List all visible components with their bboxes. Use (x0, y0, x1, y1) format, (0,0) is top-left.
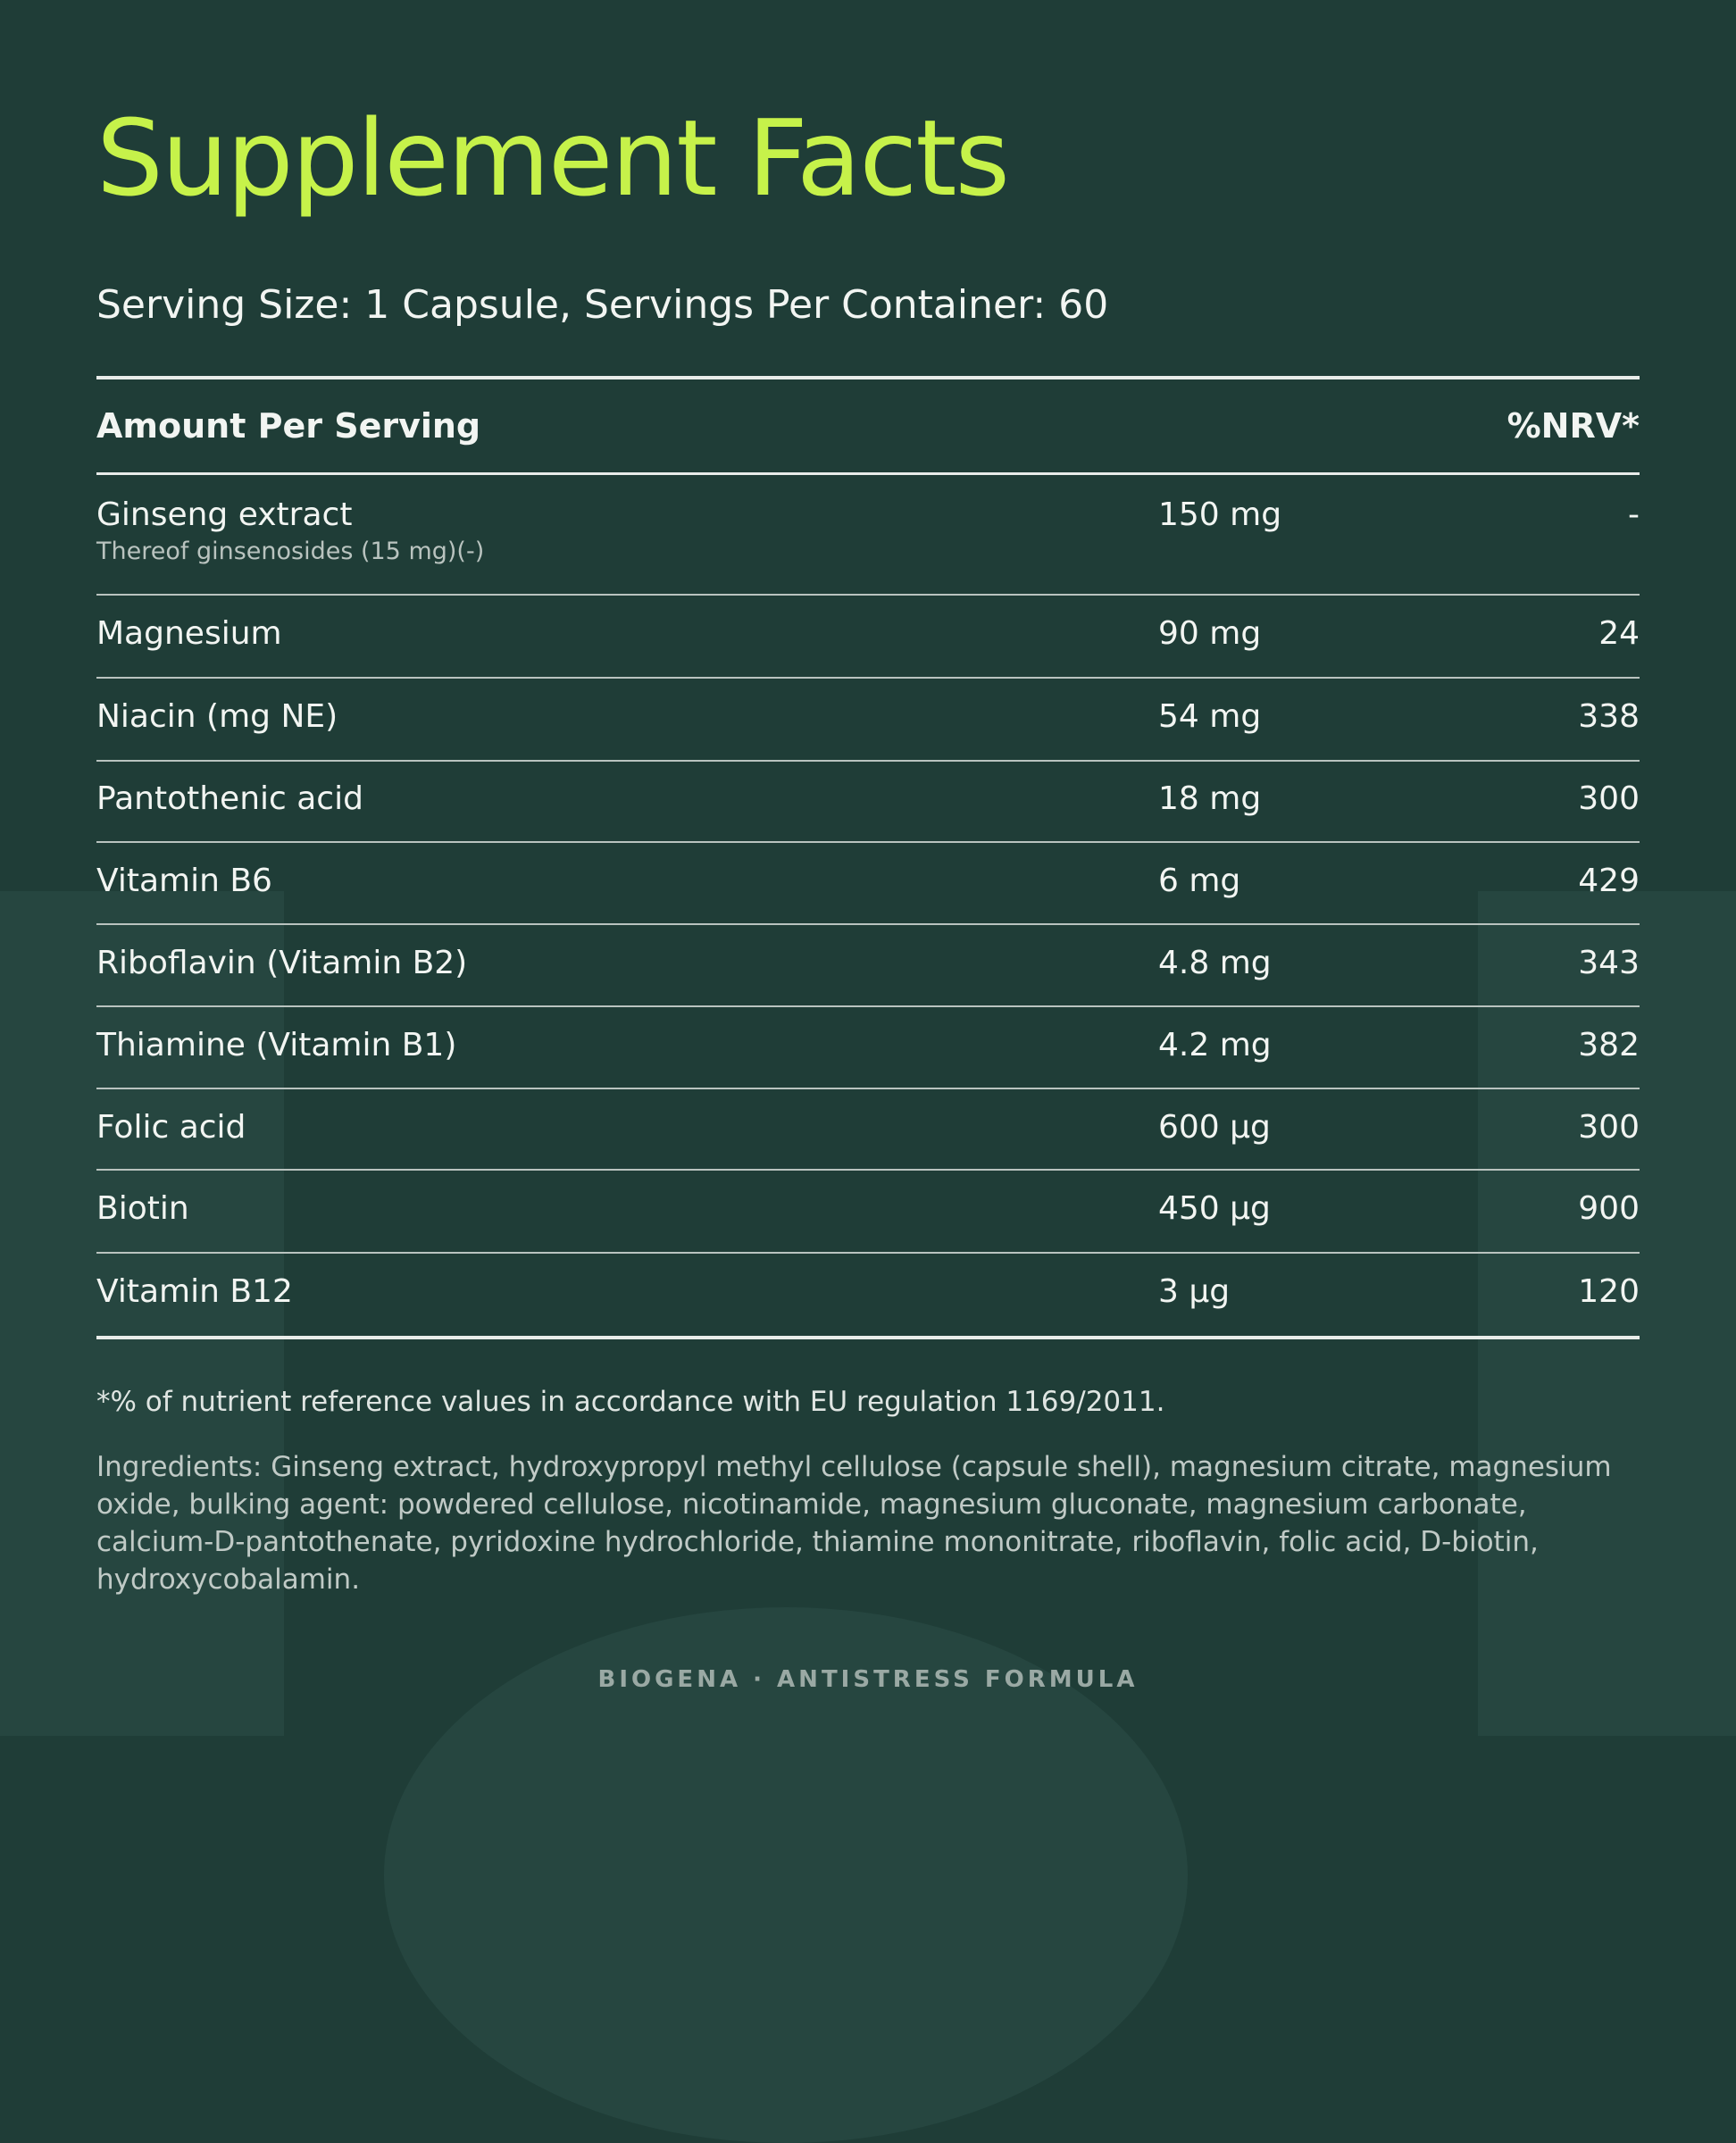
nrv: 300 (1578, 1109, 1640, 1146)
row-divider (96, 1005, 1640, 1007)
nrv: 24 (1598, 615, 1640, 652)
nutrient-name: Vitamin B12 (96, 1273, 293, 1310)
amount: 18 mg (1158, 780, 1262, 817)
nutrient-name: Magnesium (96, 615, 282, 652)
nrv: 382 (1578, 1027, 1640, 1063)
nutrient-name: Ginseng extract (96, 496, 353, 533)
nutrient-name: Riboflavin (Vitamin B2) (96, 945, 468, 981)
nrv: 429 (1578, 863, 1640, 899)
page: Supplement Facts Serving Size: 1 Capsule… (0, 96, 1736, 1736)
nrv: 120 (1578, 1273, 1640, 1310)
serving-info: Serving Size: 1 Capsule, Servings Per Co… (96, 282, 1109, 328)
amount: 6 mg (1158, 863, 1241, 899)
ingredients: Ingredients: Ginseng extract, hydroxypro… (96, 1451, 1612, 1596)
nrv: 300 (1578, 780, 1640, 817)
amount: 450 µg (1158, 1190, 1271, 1227)
amount: 54 mg (1158, 698, 1262, 735)
title: Supplement Facts (96, 96, 1010, 220)
nrv: 343 (1578, 945, 1640, 981)
row-divider (96, 760, 1640, 762)
row-divider (96, 1252, 1640, 1254)
column-header: Amount Per Serving (96, 406, 481, 446)
decor (1478, 891, 1736, 1736)
decor (0, 891, 284, 1736)
rule (96, 472, 1640, 475)
amount: 3 µg (1158, 1273, 1231, 1310)
nutrient-name: Biotin (96, 1190, 189, 1227)
amount: 4.2 mg (1158, 1027, 1272, 1063)
nutrient-name: Pantothenic acid (96, 780, 363, 817)
row-divider (96, 923, 1640, 925)
rule (96, 1336, 1640, 1339)
row-divider (96, 841, 1640, 843)
column-header: %NRV* (1506, 406, 1640, 446)
amount: 150 mg (1158, 496, 1282, 533)
amount: 600 µg (1158, 1109, 1271, 1146)
row-divider (96, 1169, 1640, 1171)
nutrient-note: Thereof ginsenosides (15 mg)(-) (96, 538, 485, 565)
rule (96, 376, 1640, 379)
row-divider (96, 677, 1640, 679)
nrv: 900 (1578, 1190, 1640, 1227)
amount: 90 mg (1158, 615, 1262, 652)
nutrient-name: Folic acid (96, 1109, 246, 1146)
row-divider (96, 1088, 1640, 1089)
nutrient-name: Thiamine (Vitamin B1) (96, 1027, 457, 1063)
amount: 4.8 mg (1158, 945, 1272, 981)
nutrient-name: Vitamin B6 (96, 863, 272, 899)
footnote: *% of nutrient reference values in accor… (96, 1386, 1165, 1418)
nrv: - (1628, 496, 1640, 533)
nutrient-name: Niacin (mg NE) (96, 698, 338, 735)
footer: BIOGENA · ANTISTRESS FORMULA (597, 1666, 1139, 1693)
row-divider (96, 594, 1640, 596)
nrv: 338 (1578, 698, 1640, 735)
